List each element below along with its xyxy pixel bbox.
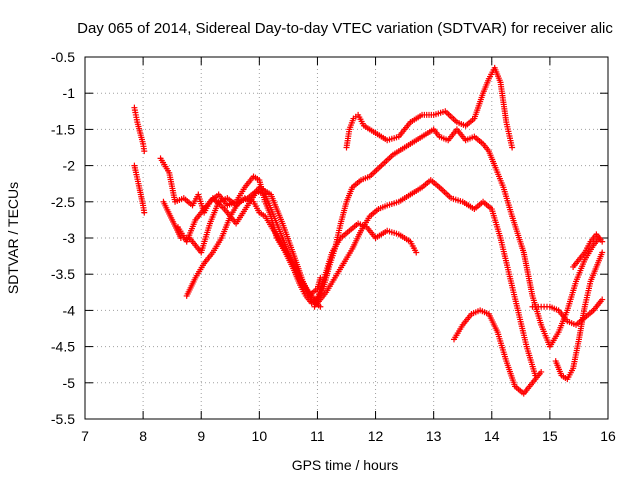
x-tick-label: 10 [252,428,268,444]
y-tick-label: -4.5 [51,339,75,355]
y-tick-label: -2 [63,158,76,174]
plot-frame [84,56,609,420]
y-tick-label: -2.5 [51,194,75,210]
data-point [413,249,420,256]
x-tick-label: 14 [484,428,500,444]
x-tick-label: 8 [139,428,147,444]
y-tick-label: -0.5 [51,49,75,65]
y-tick-label: -1 [63,85,76,101]
data-point [317,274,324,281]
y-tick-label: -5 [63,375,76,391]
x-axis-label: GPS time / hours [292,457,399,473]
x-tick-label: 9 [197,428,205,444]
chart-title: Day 065 of 2014, Sidereal Day-to-day VTE… [77,20,613,37]
y-tick-label: -3 [63,230,76,246]
x-tick-label: 15 [542,428,558,444]
data-point [599,238,606,245]
x-tick-label: 11 [310,428,325,444]
axis-ticks: 7 8 9 10 11 12 13 14 15 16 -0.5 -1 -1.5 -2 -2.5 -3 -3.5 -… [51,49,616,444]
x-tick-label: 16 [600,428,616,444]
data-point [599,296,606,303]
x-tick-label: 12 [368,428,384,444]
data-point [509,144,516,151]
data-point [141,209,148,216]
data-point [317,303,324,310]
data-point [538,368,545,375]
data-point [599,249,606,256]
y-axis-label: SDTVAR / TECUs [5,182,21,294]
y-tick-label: -3.5 [51,266,75,282]
y-tick-label: -4 [63,302,76,318]
x-tick-label: 13 [426,428,442,444]
data-points [131,64,606,397]
y-tick-label: -5.5 [51,411,75,427]
x-tick-label: 7 [81,428,89,444]
y-tick-label: -1.5 [51,121,75,137]
data-point [141,148,148,155]
